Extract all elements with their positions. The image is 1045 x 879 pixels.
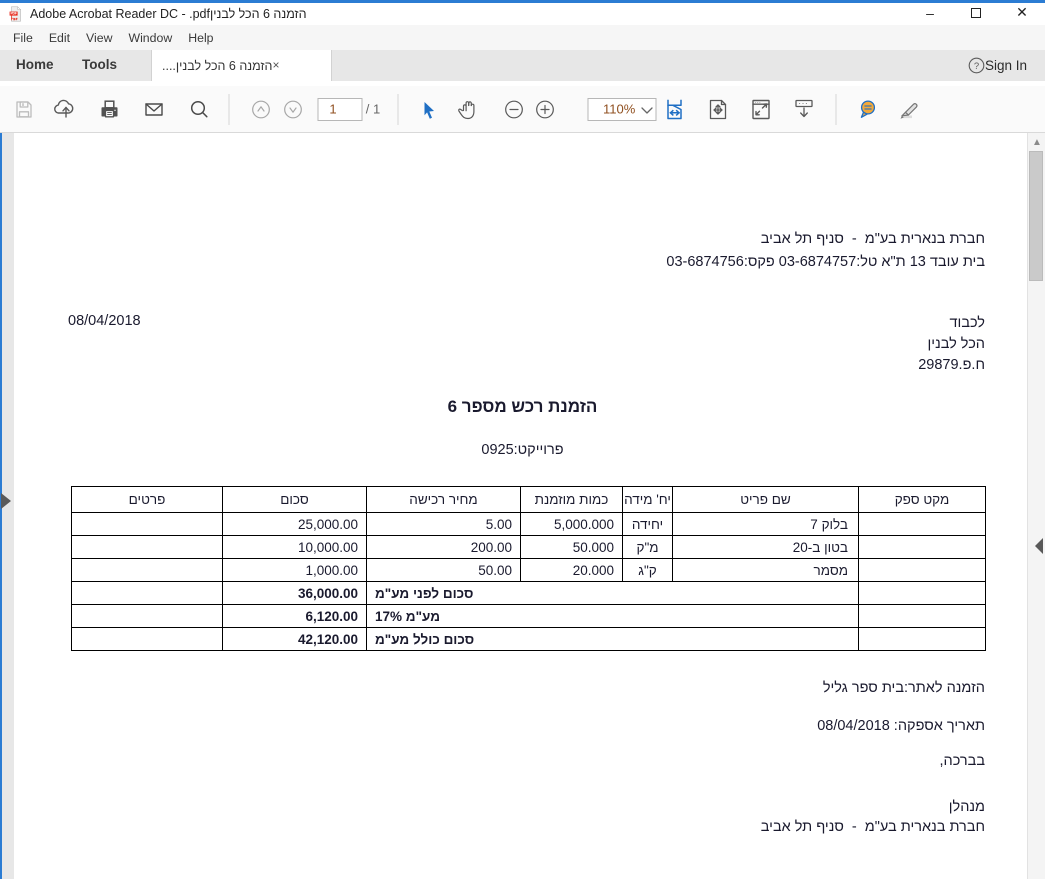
svg-text:110%: 110% bbox=[603, 102, 636, 117]
svg-text:1: 1 bbox=[329, 102, 336, 117]
svg-text:/ 1: / 1 bbox=[366, 102, 380, 117]
svg-text:?: ? bbox=[974, 61, 979, 72]
svg-text:PDF: PDF bbox=[11, 12, 17, 16]
